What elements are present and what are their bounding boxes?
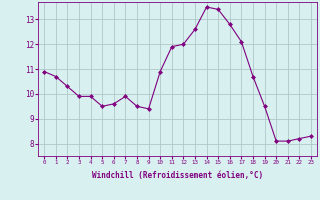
X-axis label: Windchill (Refroidissement éolien,°C): Windchill (Refroidissement éolien,°C) xyxy=(92,171,263,180)
